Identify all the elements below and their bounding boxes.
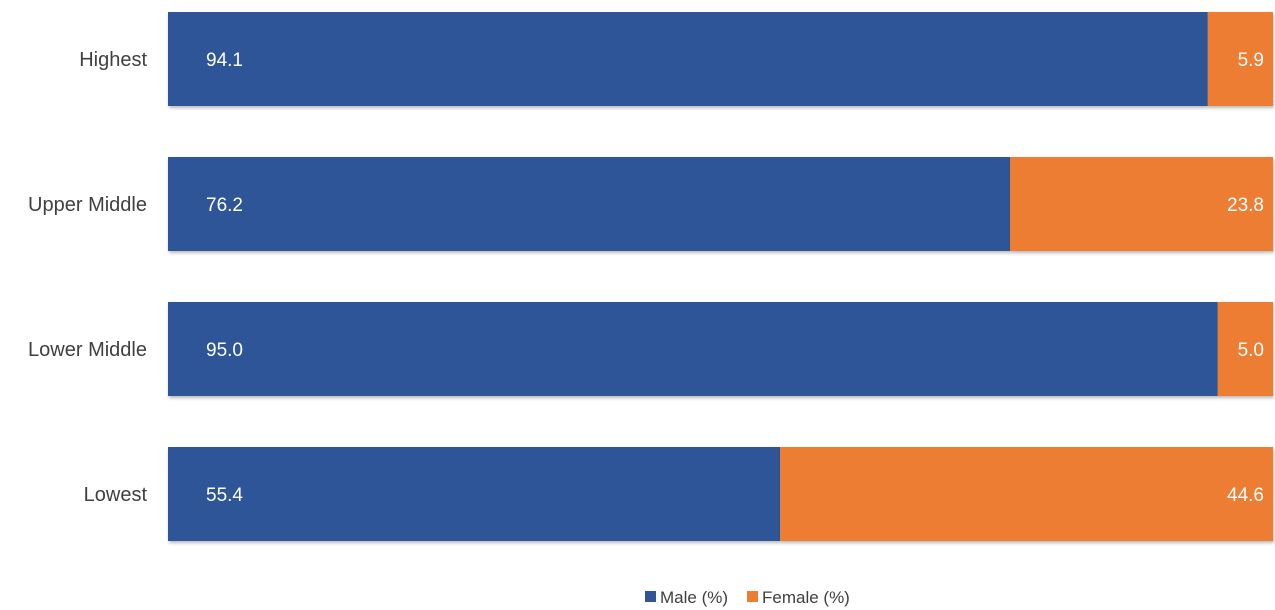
bar-female-lowest [780, 447, 1273, 541]
bar-male-lowest [168, 447, 781, 541]
legend-swatch-female [747, 591, 758, 602]
legend-label-female: Female (%) [762, 588, 850, 607]
category-label-highest: Highest [79, 49, 147, 71]
legend: Male (%) Female (%) [645, 588, 850, 607]
value-label-female-highest: 5.9 [1238, 50, 1264, 71]
bar-female-lower-middle [1217, 302, 1273, 396]
labels-layer: Highest 94.1 5.9 Upper Middle 76.2 23.8 Lower … [28, 49, 1264, 506]
value-label-male-upper-middle: 76.2 [206, 195, 243, 216]
value-label-female-lowest: 44.6 [1227, 485, 1264, 506]
category-label-lower-middle: Lower Middle [28, 339, 147, 361]
value-label-male-lower-middle: 95.0 [206, 340, 243, 361]
value-label-male-lowest: 55.4 [206, 485, 243, 506]
category-label-lowest: Lowest [84, 484, 148, 506]
legend-swatch-male [645, 591, 656, 602]
value-label-male-highest: 94.1 [206, 50, 243, 71]
category-label-upper-middle: Upper Middle [28, 194, 147, 216]
value-label-female-upper-middle: 23.8 [1227, 195, 1264, 216]
legend-label-male: Male (%) [660, 588, 728, 607]
bars-layer [168, 12, 1273, 541]
value-label-female-lower-middle: 5.0 [1238, 340, 1264, 361]
bar-male-lower-middle [168, 302, 1218, 396]
bar-male-upper-middle [168, 157, 1011, 251]
bar-female-upper-middle [1010, 157, 1273, 251]
bar-male-highest [168, 12, 1208, 106]
bar-female-highest [1207, 12, 1273, 106]
